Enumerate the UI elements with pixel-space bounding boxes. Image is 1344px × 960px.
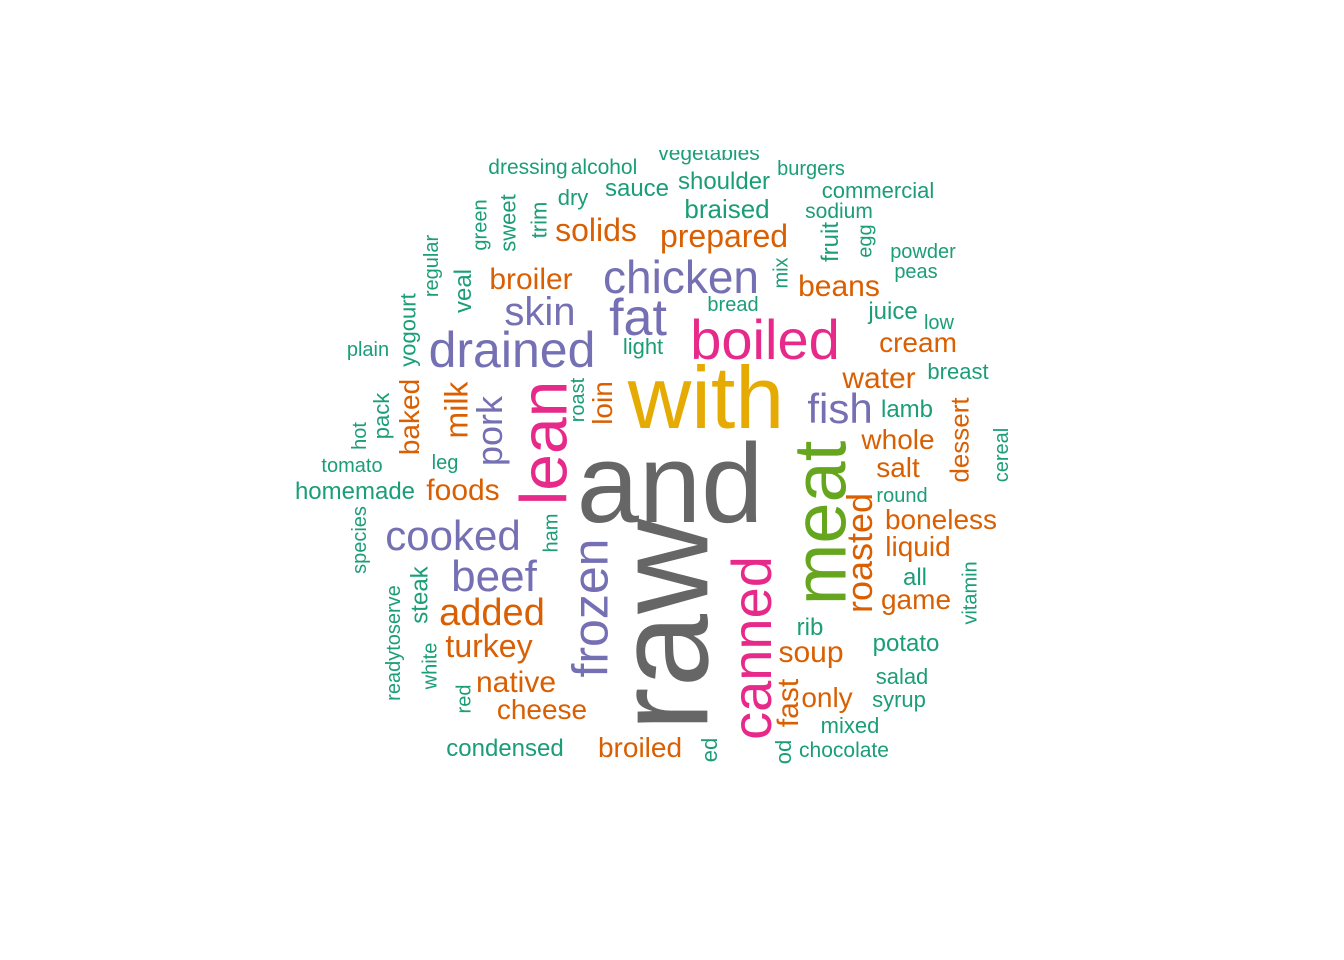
word-sodium: sodium — [805, 199, 873, 223]
word-commercial: commercial — [821, 178, 935, 203]
word-vegetables: vegetables — [658, 150, 760, 165]
word-frozen: frozen — [562, 538, 618, 678]
word-breast: breast — [927, 359, 989, 384]
word-prepared: prepared — [659, 218, 789, 254]
word-steak: steak — [407, 566, 434, 624]
word-white: white — [418, 642, 441, 690]
word-and: and — [576, 421, 764, 546]
word-red: red — [453, 684, 475, 714]
word-lean: lean — [506, 380, 580, 506]
word-ed: ed — [696, 737, 722, 763]
word-sauce: sauce — [604, 175, 670, 202]
word-braised: braised — [684, 194, 770, 224]
word-milk: milk — [438, 381, 474, 439]
word-salad: salad — [875, 664, 929, 689]
word-cream: cream — [879, 327, 957, 358]
word-dry: dry — [557, 185, 589, 210]
word-cloud-canvas: raw and with meat canned lean boiled frozen chic… — [0, 150, 1344, 765]
word-with: with — [627, 348, 785, 447]
word-beef: beef — [451, 552, 537, 601]
word-roast: roast — [567, 377, 589, 423]
word-regular: regular — [420, 234, 443, 298]
word-cloud-plot-area: raw and with meat canned lean boiled frozen chic… — [0, 150, 1344, 765]
word-chocolate: chocolate — [799, 738, 889, 762]
word-yogourt: yogourt — [395, 293, 421, 367]
word-chicken: chicken — [603, 251, 759, 303]
word-veal: veal — [450, 268, 477, 314]
word-plain: plain — [346, 339, 390, 361]
word-game: game — [880, 584, 952, 615]
word-round: round — [876, 485, 928, 507]
word-shoulder: shoulder — [677, 168, 771, 195]
word-potato: potato — [872, 630, 940, 657]
word-fat: fat — [609, 289, 667, 347]
word-turkey: turkey — [445, 628, 533, 664]
word-salt: salt — [876, 452, 920, 483]
word-species: species — [349, 506, 371, 574]
word-od: od — [770, 739, 796, 765]
word-tomato: tomato — [321, 455, 383, 477]
word-sweet: sweet — [495, 194, 521, 252]
word-fish: fish — [807, 385, 873, 432]
word-green: green — [470, 199, 492, 251]
word-vitamin: vitamin — [959, 561, 982, 625]
word-egg: egg — [855, 224, 877, 258]
word-whole: whole — [861, 424, 935, 455]
word-dressing: dressing — [488, 155, 568, 179]
word-liquid: liquid — [885, 531, 951, 562]
word-skin: skin — [504, 290, 576, 334]
word-dessert: dessert — [944, 397, 975, 483]
word-fast: fast — [771, 678, 805, 728]
word-fruit: fruit — [816, 221, 844, 263]
word-homemade: homemade — [294, 478, 416, 505]
word-mix: mix — [770, 257, 793, 289]
word-drained: drained — [428, 322, 596, 378]
word-readytoserve: readytoserve — [383, 585, 405, 701]
word-mixed: mixed — [820, 713, 880, 738]
word-boiled: boiled — [690, 308, 840, 371]
word-water: water — [842, 362, 916, 395]
word-leg: leg — [431, 452, 459, 474]
word-alcohol: alcohol — [570, 155, 638, 179]
word-only: only — [801, 682, 853, 713]
word-low: low — [923, 312, 954, 334]
word-added: added — [439, 592, 545, 634]
word-lamb: lamb — [880, 396, 934, 423]
word-pork: pork — [469, 395, 510, 467]
word-ham: ham — [540, 513, 562, 553]
word-pack: pack — [368, 392, 394, 440]
word-broiled: broiled — [597, 732, 683, 763]
word-bread: bread — [707, 294, 759, 316]
word-all: all — [902, 564, 927, 591]
word-trim: trim — [526, 201, 551, 239]
word-solids: solids — [555, 212, 637, 248]
word-hot: hot — [349, 422, 371, 450]
word-beans: beans — [798, 270, 880, 303]
word-burgers: burgers — [777, 158, 845, 180]
word-native: native — [475, 666, 557, 699]
word-rib: rib — [796, 614, 824, 641]
word-powder: powder — [890, 241, 956, 263]
word-roasted: roasted — [838, 492, 880, 614]
word-light: light — [622, 334, 664, 359]
word-cooked: cooked — [385, 512, 521, 559]
word-condensed: condensed — [446, 735, 564, 762]
word-juice: juice — [868, 298, 918, 325]
word-cereal: cereal — [990, 427, 1013, 483]
word-cheese: cheese — [496, 694, 588, 725]
word-broiler: broiler — [489, 263, 573, 296]
word-soup: soup — [778, 636, 844, 669]
word-peas: peas — [894, 261, 938, 283]
word-syrup: syrup — [872, 687, 926, 712]
word-foods: foods — [426, 474, 500, 507]
word-loin: loin — [587, 381, 618, 425]
word-boneless: boneless — [884, 504, 998, 535]
word-baked: baked — [393, 378, 425, 456]
